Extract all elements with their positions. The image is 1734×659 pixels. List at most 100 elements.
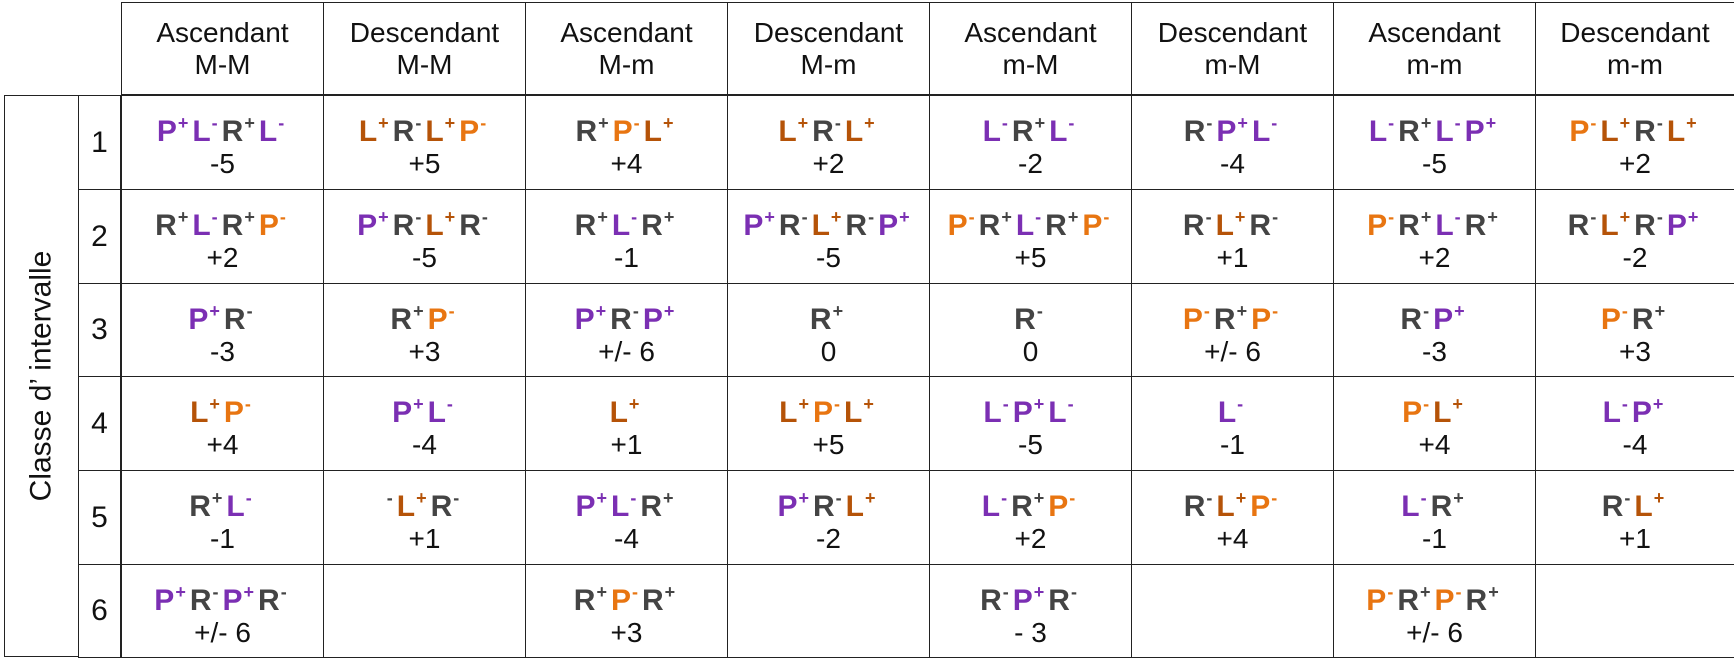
transformation-letter: L xyxy=(226,490,245,523)
transformation-letter: R xyxy=(430,490,453,523)
transformation-sequence: P- R+ P- R+ xyxy=(1366,575,1502,618)
transformation-letter: R xyxy=(459,209,481,242)
transformation-letter: R xyxy=(223,302,246,336)
transformation-sign: - xyxy=(246,300,253,321)
table-cell: P- R+ P- R+ +/- 6 xyxy=(1333,564,1536,658)
transformation-sign: - xyxy=(632,300,639,321)
transformation-letter: R xyxy=(1183,115,1206,148)
column-header: Ascendant m-M xyxy=(929,2,1132,95)
transformation-sign: - xyxy=(1454,113,1461,133)
transformation-letter: R xyxy=(610,302,632,336)
transformation-sequence: L+ P- xyxy=(190,387,255,430)
column-header-direction: Ascendant xyxy=(1368,16,1501,48)
transformation-sequence: P+ L- R+ xyxy=(575,481,677,524)
transformation-letter: P xyxy=(642,302,663,336)
transformation-sign: - xyxy=(1423,394,1430,414)
table-cell: R- L+ P- +4 xyxy=(1131,470,1334,565)
transformation-letter: P xyxy=(1048,490,1069,523)
transformation-sign: + xyxy=(598,113,609,133)
interval-value: -1 xyxy=(1220,429,1245,460)
transformation-sign: - xyxy=(211,207,218,227)
transformation-letter: R xyxy=(221,115,244,148)
transformation-letter: L xyxy=(611,209,631,242)
transformation-letter: P xyxy=(188,302,209,336)
interval-value: -5 xyxy=(1018,429,1043,460)
transformation-letter: P xyxy=(459,115,480,148)
row-number: 6 xyxy=(78,564,121,658)
transformation-letter: L xyxy=(1401,490,1420,523)
transformation-letter: L xyxy=(1600,115,1619,148)
transformation-letter: R xyxy=(813,490,835,523)
interval-value: -4 xyxy=(1220,148,1245,179)
transformation-sign: - xyxy=(1206,113,1213,133)
transformation-sequence: P- R+ L- R+ xyxy=(1367,200,1502,243)
column-header-mode: M-m xyxy=(598,48,655,80)
transformation-sign: + xyxy=(596,581,607,602)
transformation-letter: L xyxy=(611,490,630,523)
transformation-sign: + xyxy=(244,113,255,133)
table-cell: R- P+ -3 xyxy=(1333,283,1536,377)
column-header-mode: M-m xyxy=(800,48,857,80)
interval-value: +4 xyxy=(206,429,239,460)
transformation-sign: + xyxy=(209,394,220,414)
transformation-letter: R xyxy=(1011,115,1034,148)
interval-value: -3 xyxy=(210,335,235,367)
transformation-sign: - xyxy=(280,581,287,602)
transformation-sign: - xyxy=(212,581,219,602)
transformation-letter: R xyxy=(573,583,596,617)
transformation-letter: R xyxy=(1465,583,1488,617)
transformation-sign: - xyxy=(481,207,488,227)
transformation-letter: R xyxy=(155,209,177,242)
transformation-letter: L xyxy=(1634,490,1653,523)
table-cell: R- L+ R- P+ -2 xyxy=(1535,189,1734,284)
transformation-sign: - xyxy=(1035,207,1042,227)
transformation-letter: L xyxy=(609,396,628,429)
transformation-sign: + xyxy=(1653,488,1665,508)
transformation-letter: R xyxy=(392,115,415,148)
transformation-letter: L xyxy=(844,396,863,429)
transformation-sign: - xyxy=(1036,300,1043,321)
transformation-letter: R xyxy=(1430,490,1453,523)
transformation-sign: + xyxy=(864,113,875,133)
table-cell: R- P+ L- -4 xyxy=(1131,95,1334,190)
transformation-sign: - xyxy=(1271,113,1278,133)
transformation-letter: P xyxy=(1600,302,1621,336)
transformation-sign: + xyxy=(663,207,675,227)
transformation-letter: P xyxy=(156,115,177,148)
transformation-sign: + xyxy=(798,488,809,508)
transformation-sign: - xyxy=(278,113,285,133)
transformation-sequence: R+ L- xyxy=(189,481,256,524)
transformation-sign: - xyxy=(1388,207,1395,227)
interval-value: -4 xyxy=(614,523,639,554)
transformation-sequence: P+ L- xyxy=(392,387,457,430)
interval-value: -5 xyxy=(816,242,841,273)
transformation-letter: P xyxy=(1250,490,1271,523)
transformation-sign: + xyxy=(378,113,389,133)
table-cell: P- R+ L- R+ +2 xyxy=(1333,189,1536,284)
transformation-letter: P xyxy=(777,490,798,523)
transformation-letter: L xyxy=(844,115,864,148)
transformation-letter: R xyxy=(1400,302,1423,336)
transformation-letter: R xyxy=(1182,209,1205,242)
transformation-letter: P xyxy=(610,583,631,617)
table-cell: P- R+ P- +/- 6 xyxy=(1131,283,1334,377)
transformation-letter: R xyxy=(1213,302,1236,336)
transformation-letter: R xyxy=(978,209,1001,242)
transformation-sign: - xyxy=(1067,394,1074,414)
interval-value: -5 xyxy=(210,148,235,179)
transformation-sequence: L+ R- L+ P- xyxy=(359,106,490,149)
table-cell: L+ R- L+ +2 xyxy=(727,95,930,190)
interval-value: +1 xyxy=(408,523,441,554)
transformation-sequence: P- R+ L- R+ P- xyxy=(948,200,1114,243)
transformation-letter: L xyxy=(258,115,278,148)
transformation-letter: R xyxy=(1014,302,1036,336)
transformation-sign: - xyxy=(1001,488,1008,508)
transformation-letter: R xyxy=(1397,583,1419,617)
interval-value: +/- 6 xyxy=(598,335,655,367)
transformation-letter: P xyxy=(392,396,413,429)
transformation-letter: R xyxy=(1567,209,1590,242)
transformation-letter: P xyxy=(1464,115,1485,148)
transformation-letter: L xyxy=(982,115,1001,148)
transformation-sign: + xyxy=(175,581,186,602)
transformation-letter: R xyxy=(1183,490,1206,523)
